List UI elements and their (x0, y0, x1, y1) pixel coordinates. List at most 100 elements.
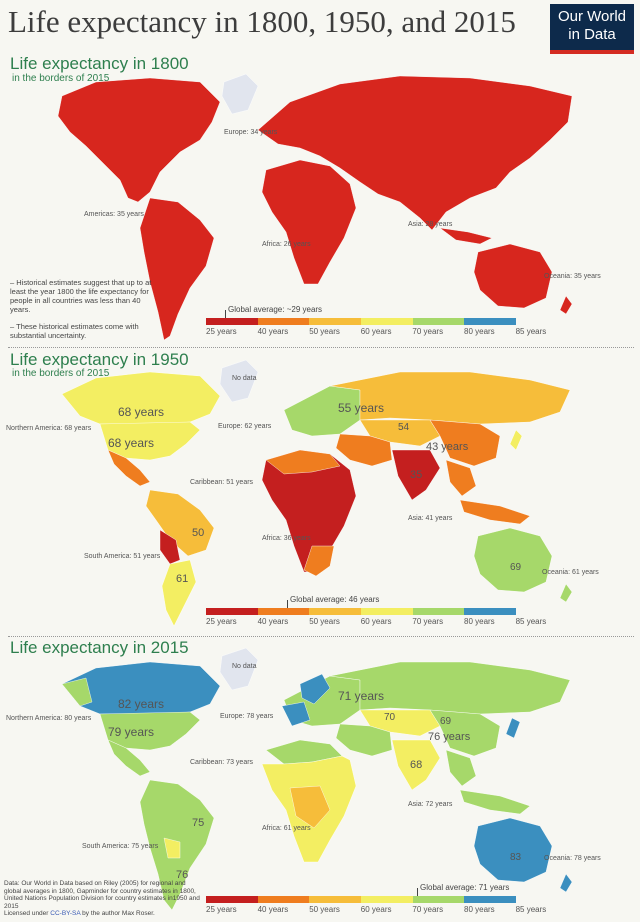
source-note: Data: Our World in Data based on Riley (… (4, 880, 204, 918)
legend-swatch (257, 608, 310, 615)
legend-swatch (309, 318, 362, 325)
legend-swatch (412, 896, 465, 903)
no-data-label: No data (232, 375, 257, 382)
legend-tick-label: 40 years (257, 905, 289, 914)
south-america-south-shape (161, 559, 197, 627)
historical-note-1: – Historical estimates suggest that up t… (10, 278, 152, 314)
greenland-shape (219, 359, 259, 403)
region-label-asia: Asia: 41 years (408, 515, 453, 522)
australia-shape (473, 243, 553, 309)
legend-tick-label: 80 years (464, 905, 495, 914)
legend-tick-label: 60 years (360, 617, 392, 626)
legend-tick-label: 85 years (515, 905, 547, 914)
legend-tick-label: 40 years (257, 617, 289, 626)
bolivia-shape (163, 837, 181, 859)
legend-ticks: 25 years 40 years 50 years 60 years 70 years… (206, 617, 546, 627)
legend-tick-label: 60 years (360, 327, 392, 336)
legend-tick-label: 80 years (464, 617, 495, 626)
legend-swatch (464, 318, 517, 325)
south-america-north-shape (145, 489, 215, 557)
south-america-shape (139, 197, 215, 341)
eurasia-shape (257, 75, 573, 231)
central-africa-shape (289, 785, 331, 829)
legend-bar (206, 608, 517, 615)
india-shape (391, 449, 441, 501)
value-india: 35 (410, 469, 422, 481)
panel-title: Life expectancy in 2015 (10, 638, 189, 657)
license-prefix: Licensed under (4, 910, 51, 917)
license-suffix: by the author Max Roser. (80, 910, 155, 917)
color-legend-1800: Global average: ~29 years 25 years 40 yea… (206, 304, 546, 338)
north-africa-shape (265, 449, 341, 475)
world-map-2015: No data 82 years 79 years 71 years 76 ye… (6, 647, 601, 911)
value-argentina: 61 (176, 573, 188, 585)
panel-1950: Life expectancy in 1950 in the borders o… (0, 350, 640, 635)
russia-shape (329, 371, 571, 425)
region-label-africa: Africa: 61 years (262, 825, 311, 832)
legend-tick-label: 40 years (257, 327, 289, 336)
japan-shape (505, 717, 521, 739)
region-label-americas: Americas: 35 years (84, 211, 144, 218)
indonesia-shape (459, 789, 531, 815)
global-average-label: Global average: 71 years (416, 883, 510, 902)
mexico-shape (107, 449, 151, 487)
value-kazakhstan: 54 (398, 422, 410, 433)
value-canada: 68 years (118, 405, 164, 419)
panel-title: Life expectancy in 1950 (10, 350, 189, 369)
legend-tick-label: 25 years (206, 327, 237, 336)
region-label-south-america: South America: 75 years (82, 843, 159, 850)
region-label-south-america: South America: 51 years (84, 553, 161, 560)
legend-ticks: 25 years 40 years 50 years 60 years 70 years… (206, 327, 546, 337)
value-australia: 69 (510, 562, 522, 573)
legend-tick-label: 80 years (464, 327, 495, 336)
owid-logo[interactable]: Our World in Data (550, 4, 634, 54)
global-average-label: Global average: ~29 years (224, 305, 323, 324)
legend-tick-label: 25 years (206, 905, 237, 914)
logo-line-2: in Data (568, 26, 616, 43)
legend-swatch (361, 896, 413, 903)
scandinavia-shape (299, 673, 331, 705)
region-label-oceania: Oceania: 35 years (544, 273, 601, 280)
value-canada: 82 years (118, 697, 164, 711)
canada-shape (61, 371, 221, 425)
western-europe-shape (281, 701, 311, 727)
legend-bar (206, 896, 517, 903)
australia-shape (473, 817, 553, 883)
value-india: 68 (410, 759, 422, 771)
region-label-africa: Africa: 26 years (262, 241, 311, 248)
legend-swatch (361, 318, 413, 325)
new-zealand-shape (559, 295, 573, 315)
region-label-northern-america: Northern America: 68 years (6, 425, 92, 432)
panel-title: Life expectancy in 1800 (10, 54, 189, 73)
region-label-europe: Europe: 34 years (224, 129, 278, 136)
china-shape (429, 419, 501, 467)
legend-swatch (464, 896, 517, 903)
legend-ticks: 25 years 40 years 50 years 60 years 70 years… (206, 905, 546, 915)
legend-swatch (206, 896, 258, 903)
source-text: Data: Our World in Data based on Riley (… (4, 880, 200, 910)
license-link[interactable]: CC-BY-SA (50, 910, 81, 917)
legend-swatch (257, 318, 310, 325)
legend-tick-label: 50 years (309, 905, 340, 914)
region-label-caribbean: Caribbean: 73 years (190, 759, 254, 766)
indonesia-shape (439, 227, 493, 245)
divider (8, 636, 634, 637)
value-argentina: 76 (176, 869, 188, 881)
legend-swatch (206, 318, 258, 325)
legend-swatch (309, 608, 362, 615)
value-usa: 68 years (108, 436, 154, 450)
value-russia: 71 years (338, 689, 384, 703)
value-usa: 79 years (108, 725, 154, 739)
south-africa-shape (303, 545, 335, 577)
global-average-label: Global average: 46 years (286, 595, 380, 614)
china-shape (429, 709, 501, 757)
region-label-caribbean: Caribbean: 51 years (190, 479, 254, 486)
legend-bar (206, 318, 517, 325)
value-brazil: 75 (192, 817, 204, 829)
indonesia-shape (459, 499, 531, 525)
russia-shape (329, 661, 571, 715)
panel-subtitle: in the borders of 2015 (12, 73, 110, 84)
legend-tick-label: 50 years (309, 327, 340, 336)
value-china: 76 years (428, 731, 471, 743)
mexico-shape (107, 739, 151, 777)
